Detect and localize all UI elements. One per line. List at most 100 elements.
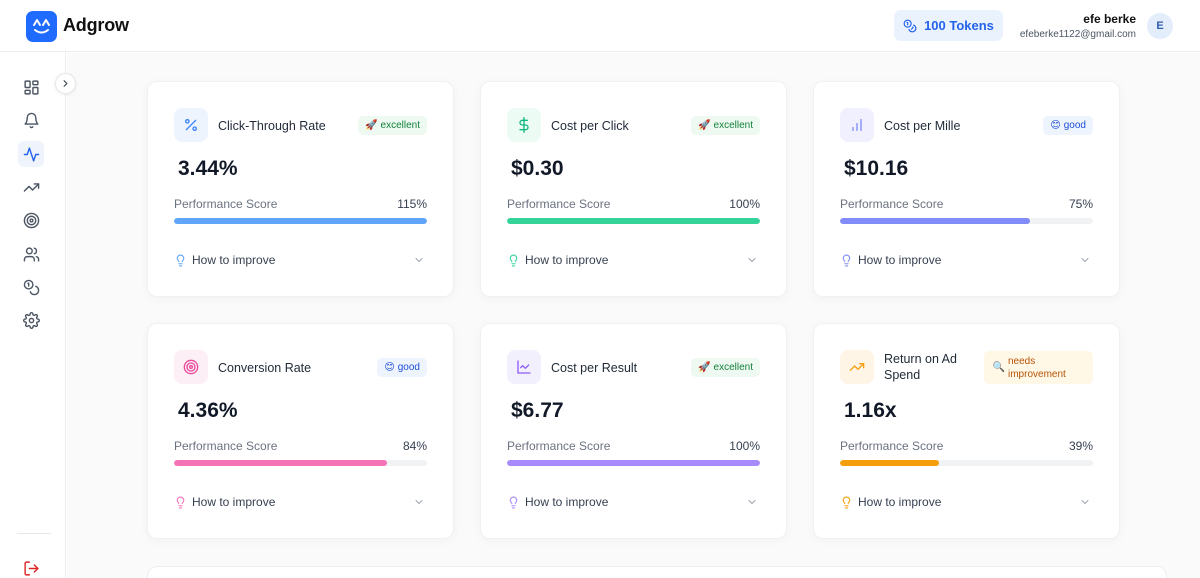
chevron-down-icon[interactable] (1079, 496, 1091, 508)
metric-card-return-on-ad-spend: Return on Ad Spend 🔍 needs improvement 1.… (813, 323, 1120, 539)
chevron-down-icon[interactable] (746, 496, 758, 508)
sidebar-collapse-button[interactable] (55, 73, 76, 94)
metric-title: Conversion Rate (218, 361, 312, 375)
performance-percent: 115% (397, 197, 427, 211)
performance-percent: 39% (1068, 439, 1093, 453)
top-header: Adgrow 100 Tokens efe berke efeberke1122… (0, 0, 1200, 52)
sidebar-item-notifications[interactable] (18, 107, 44, 133)
chevron-down-icon[interactable] (746, 254, 758, 266)
metric-title: Cost per Result (551, 361, 638, 375)
lightbulb-icon (176, 254, 185, 266)
metric-card-conversion-rate: Conversion Rate 😊 good 4.36% Performance … (147, 323, 454, 539)
how-to-improve-toggle[interactable]: How to improve (840, 492, 941, 512)
how-to-improve-label: How to improve (525, 495, 609, 509)
performance-bar (840, 218, 1093, 224)
performance-percent: 75% (1068, 197, 1093, 211)
how-to-improve-toggle[interactable]: How to improve (507, 250, 608, 270)
performance-bar (174, 460, 427, 466)
status-badge: 😊 good (1043, 116, 1093, 135)
lightbulb-icon (842, 254, 851, 266)
performance-bar (840, 460, 1093, 466)
magnifier-icon: 🔍 (992, 362, 1005, 373)
performance-percent: 84% (402, 439, 427, 453)
performance-bar-fill (174, 218, 427, 224)
performance-bar (507, 460, 760, 466)
logout-button[interactable] (18, 555, 44, 578)
tokens-button[interactable]: 100 Tokens (894, 10, 1003, 41)
metric-value: $0.30 (511, 157, 564, 180)
how-to-improve-label: How to improve (192, 495, 276, 509)
badge-text: good (397, 362, 420, 373)
next-section-card (147, 566, 1167, 578)
status-badge: 🔍 needs improvement (983, 351, 1093, 384)
chevron-down-icon[interactable] (1079, 254, 1091, 266)
sidebar-item-trends[interactable] (18, 174, 44, 200)
sidebar-item-settings[interactable] (18, 307, 44, 333)
sidebar-item-dashboard[interactable] (18, 74, 44, 100)
status-badge: 🚀 excellent (358, 116, 427, 135)
performance-label: Performance Score (840, 439, 944, 453)
rocket-icon: 🚀 (365, 120, 378, 131)
trending-up-icon (840, 350, 874, 384)
performance-bar (507, 218, 760, 224)
sidebar-item-audience[interactable] (18, 241, 44, 267)
performance-label: Performance Score (174, 439, 278, 453)
metric-card-cost-per-result: Cost per Result 🚀 excellent $6.77 Perform… (480, 323, 787, 539)
bar-chart-icon (840, 108, 874, 142)
how-to-improve-toggle[interactable]: How to improve (507, 492, 608, 512)
metric-title: Click-Through Rate (218, 119, 326, 133)
metric-title: Return on Ad Spend (884, 352, 957, 382)
rocket-icon: 🚀 (698, 362, 711, 373)
metric-value: 1.16x (844, 399, 897, 422)
metric-card-click-through-rate: Click-Through Rate 🚀 excellent 3.44% Perf… (147, 81, 454, 297)
chevron-right-icon (63, 80, 68, 87)
how-to-improve-toggle[interactable]: How to improve (174, 250, 275, 270)
metric-value: $6.77 (511, 399, 564, 422)
lightbulb-icon (842, 496, 851, 508)
performance-percent: 100% (729, 439, 760, 453)
metric-card-cost-per-click: Cost per Click 🚀 excellent $0.30 Performa… (480, 81, 787, 297)
chevron-down-icon[interactable] (413, 496, 425, 508)
logout-icon (23, 560, 39, 576)
smile-icon: 😊 (1050, 120, 1061, 131)
badge-text: excellent (713, 120, 753, 131)
metric-value: 4.36% (178, 399, 238, 422)
how-to-improve-toggle[interactable]: How to improve (174, 492, 275, 512)
lightbulb-icon (176, 496, 185, 508)
performance-bar-fill (840, 460, 939, 466)
how-to-improve-label: How to improve (858, 253, 942, 267)
avatar[interactable]: E (1147, 13, 1173, 39)
badge-text: excellent (713, 362, 753, 373)
how-to-improve-toggle[interactable]: How to improve (840, 250, 941, 270)
trending-up-icon (23, 182, 39, 192)
performance-label: Performance Score (840, 197, 944, 211)
main-content: Click-Through Rate 🚀 excellent 3.44% Perf… (67, 53, 1200, 578)
sidebar-item-analytics[interactable] (18, 141, 44, 167)
status-badge: 😊 good (377, 358, 427, 377)
metric-title: Cost per Mille (884, 119, 961, 133)
badge-text: good (1063, 120, 1086, 131)
metric-value: 3.44% (178, 157, 238, 180)
lightbulb-icon (509, 254, 518, 266)
activity-icon (23, 146, 39, 162)
target-icon (23, 212, 39, 228)
sidebar-item-tokens[interactable] (18, 274, 44, 300)
grid-icon (23, 79, 39, 95)
sidebar (0, 52, 66, 578)
sidebar-item-targets[interactable] (18, 207, 44, 233)
rocket-icon: 🚀 (698, 120, 711, 131)
status-badge: 🚀 excellent (691, 116, 760, 135)
performance-percent: 100% (729, 197, 760, 211)
performance-bar-fill (507, 218, 760, 224)
sidebar-divider (17, 533, 51, 534)
how-to-improve-label: How to improve (858, 495, 942, 509)
chevron-down-icon[interactable] (413, 254, 425, 266)
adgrow-logo-icon[interactable] (26, 11, 57, 42)
performance-label: Performance Score (507, 439, 611, 453)
badge-text: needs improvement (1008, 355, 1066, 380)
how-to-improve-label: How to improve (192, 253, 276, 267)
metric-title: Cost per Click (551, 119, 629, 133)
coins-icon (23, 279, 39, 295)
percent-icon (174, 108, 208, 142)
target-icon (174, 350, 208, 384)
